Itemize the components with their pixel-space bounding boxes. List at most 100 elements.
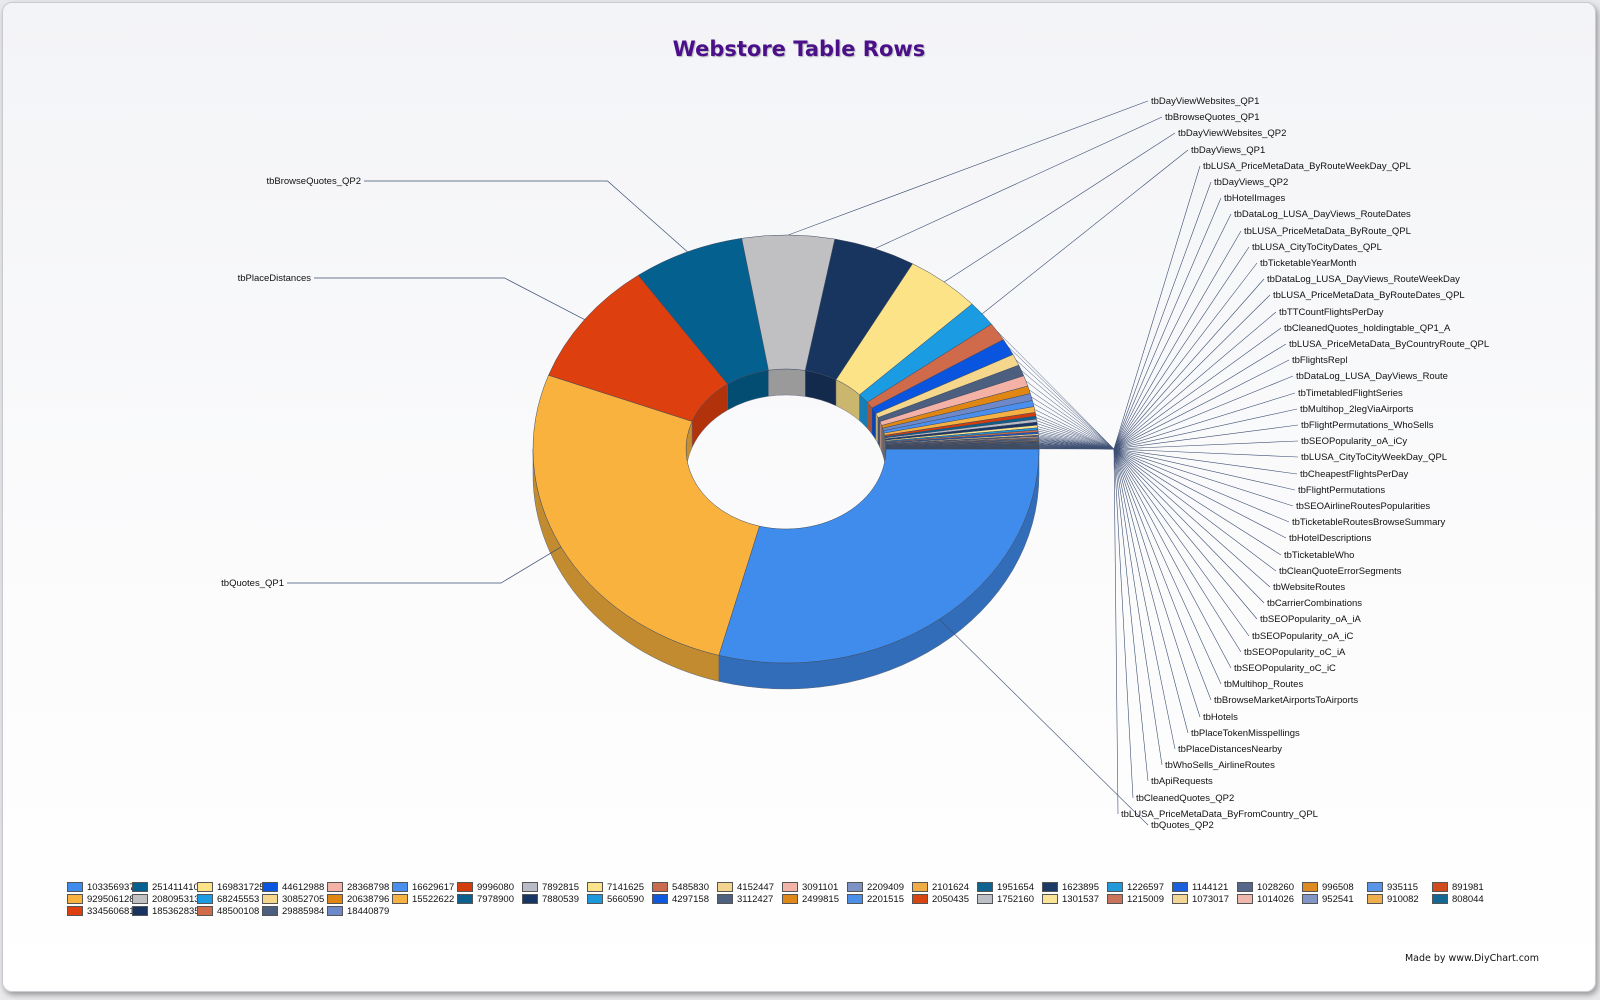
- slice-label-6: tbDayViewWebsites_QP2: [1178, 128, 1286, 139]
- legend-swatch: [1237, 894, 1253, 904]
- legend-item: 935115: [1367, 881, 1432, 893]
- leader-line-45: [1113, 448, 1163, 766]
- legend-swatch: [717, 894, 733, 904]
- legend-swatch: [717, 882, 733, 892]
- slice-1: [532, 374, 760, 656]
- leader-line-19: [1113, 343, 1287, 450]
- legend-item: 9996080: [457, 881, 522, 893]
- leader-line-14: [1113, 262, 1258, 450]
- legend-swatch: [587, 882, 603, 892]
- slice-label-9: tbDayViews_QP2: [1214, 177, 1288, 188]
- legend-swatch: [912, 894, 928, 904]
- legend-swatch: [1302, 894, 1318, 904]
- slice-label-18: tbCleanedQuotes_holdingtable_QP1_A: [1284, 323, 1451, 334]
- leader-stub-11: [1021, 370, 1115, 450]
- legend-item: 2209409: [847, 881, 912, 893]
- legend-item: 185362835: [132, 905, 200, 917]
- slice-label-22: tbTimetabledFlightSeries: [1298, 388, 1403, 399]
- legend-item: 30852705: [262, 893, 327, 905]
- legend-item: 1623895: [1042, 881, 1107, 893]
- legend-value: 1073017: [1192, 893, 1229, 905]
- slice-label-12: tbLUSA_PriceMetaData_ByRoute_QPL: [1244, 226, 1411, 237]
- legend-item: 44612988: [262, 881, 327, 893]
- legend-swatch: [132, 882, 148, 892]
- legend-swatch: [1107, 894, 1123, 904]
- leader-line-1: [287, 546, 562, 584]
- legend-value: 16629617: [412, 881, 455, 893]
- legend-value: 251411410: [152, 881, 199, 893]
- slice-label-43: tbPlaceTokenMisspellings: [1191, 728, 1300, 739]
- legend-item: 18440879: [327, 905, 392, 917]
- slice-label-11: tbDataLog_LUSA_DayViews_RouteDates: [1234, 209, 1411, 220]
- leader-line-16: [1113, 294, 1271, 450]
- legend-item: 929506128: [67, 893, 135, 905]
- legend-swatch: [912, 882, 928, 892]
- legend-value: 185362835: [152, 905, 200, 917]
- slice-label-35: tbCarrierCombinations: [1267, 598, 1362, 609]
- leader-stub-24: [1038, 432, 1115, 450]
- legend-item: 208095313: [132, 893, 200, 905]
- legend-swatch: [847, 882, 863, 892]
- doughnut-hole: [687, 370, 886, 529]
- slice-label-21: tbDataLog_LUSA_DayViews_Route: [1296, 371, 1448, 382]
- leader-line-38: [1113, 448, 1242, 653]
- legend-item: 7880539: [522, 893, 587, 905]
- leader-line-37: [1113, 448, 1250, 637]
- leader-stub-12: [1025, 380, 1115, 450]
- legend-swatch: [457, 882, 473, 892]
- slice-label-8: tbLUSA_PriceMetaData_ByRouteWeekDay_QPL: [1203, 161, 1411, 172]
- legend-swatch: [587, 894, 603, 904]
- legend-item: 28368798: [327, 881, 392, 893]
- legend-value: 891981: [1452, 881, 1484, 893]
- legend-item: 29885984: [262, 905, 327, 917]
- legend-item: 334560681: [67, 905, 135, 917]
- legend-swatch: [522, 882, 538, 892]
- legend-swatch: [1432, 894, 1448, 904]
- legend-item: 2201515: [847, 893, 912, 905]
- legend-value: 2499815: [802, 893, 839, 905]
- leader-line-43: [1113, 448, 1189, 734]
- legend-swatch: [1302, 882, 1318, 892]
- legend-value: 1301537: [1062, 893, 1099, 905]
- leader-line-15: [1113, 278, 1265, 450]
- legend-item: 5485830: [652, 881, 717, 893]
- legend-value: 3112427: [737, 893, 774, 905]
- legend-item: 7892815: [522, 881, 587, 893]
- legend-item: 3112427: [717, 893, 782, 905]
- legend-item: 1033569371: [67, 881, 140, 893]
- legend-item: 7978900: [457, 893, 522, 905]
- legend-value: 68245553: [217, 893, 260, 905]
- slice-label-14: tbTicketableYearMonth: [1260, 258, 1356, 269]
- legend-value: 935115: [1387, 881, 1418, 893]
- legend-item: 1014026: [1237, 893, 1302, 905]
- slice-label-1: tbQuotes_QP1: [221, 578, 284, 589]
- credit-text: Made by www.DiyChart.com: [1404, 953, 1539, 964]
- legend-swatch: [782, 882, 798, 892]
- leader-line-39: [1113, 448, 1232, 669]
- slice-label-44: tbPlaceDistancesNearby: [1178, 744, 1282, 755]
- leader-line-6: [943, 132, 1176, 283]
- legend-item: 5660590: [587, 893, 652, 905]
- slice-label-38: tbSEOPopularity_oC_iA: [1244, 647, 1346, 658]
- slice-label-45: tbWhoSells_AirlineRoutes: [1165, 760, 1275, 771]
- slice-label-39: tbSEOPopularity_oC_iC: [1234, 663, 1336, 674]
- slices-group: [532, 234, 1040, 690]
- legend-swatch: [1042, 894, 1058, 904]
- legend-swatch: [652, 894, 668, 904]
- leader-line-10: [1113, 197, 1222, 450]
- leader-line-47: [1113, 448, 1134, 799]
- legend-item: 2499815: [782, 893, 847, 905]
- slice-label-27: tbCheapestFlightsPerDay: [1300, 469, 1408, 480]
- legend-item: 4152447: [717, 881, 782, 893]
- legend-value: 1028260: [1257, 881, 1294, 893]
- legend-swatch: [197, 906, 213, 916]
- legend-item: 1752160: [977, 893, 1042, 905]
- leader-line-34: [1113, 448, 1271, 588]
- legend-item: 3091101: [782, 881, 847, 893]
- legend-value: 7141625: [607, 881, 644, 893]
- legend-item: 1073017: [1172, 893, 1237, 905]
- legend-value: 7892815: [542, 881, 579, 893]
- slice-label-0: tbQuotes_QP2: [1151, 820, 1214, 831]
- legend-swatch: [262, 894, 278, 904]
- leader-line-24: [1113, 424, 1299, 450]
